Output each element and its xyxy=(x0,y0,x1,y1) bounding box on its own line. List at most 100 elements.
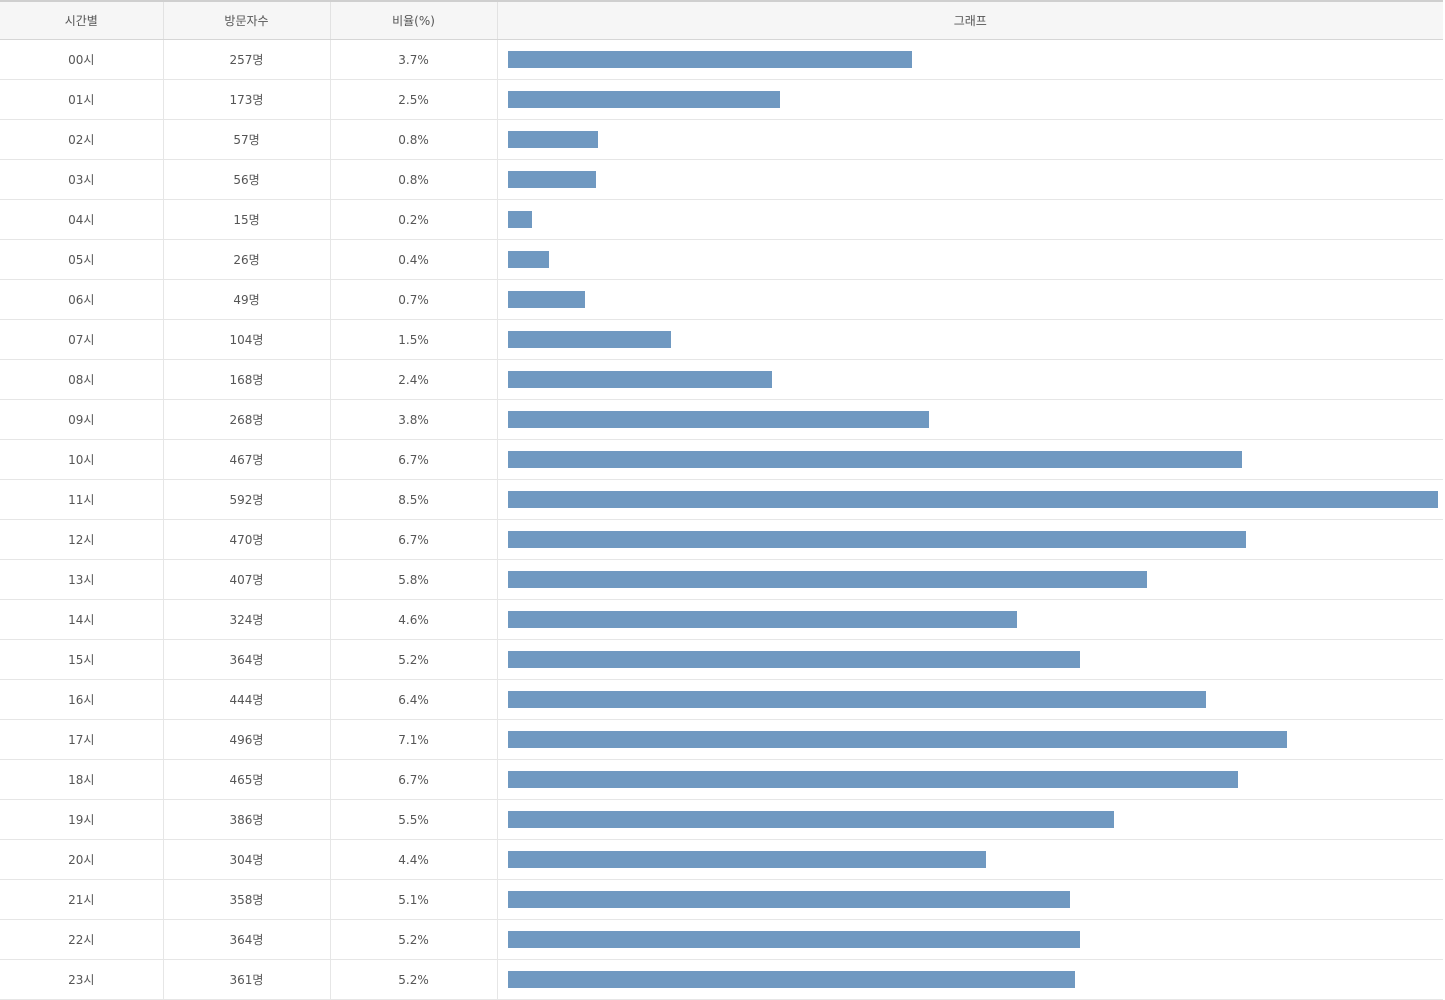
time-cell: 17시 xyxy=(0,719,164,760)
ratio-cell: 3.8% xyxy=(330,399,498,440)
table-row: 20시 304명 4.4% xyxy=(0,839,1444,880)
time-cell: 21시 xyxy=(0,879,164,920)
visitors-cell: 364명 xyxy=(163,919,331,960)
visitor-bar xyxy=(507,891,1070,908)
ratio-cell: 6.7% xyxy=(330,439,498,480)
ratio-cell: 2.4% xyxy=(330,359,498,400)
time-cell: 11시 xyxy=(0,479,164,520)
visitor-bar xyxy=(507,91,780,108)
table-row: 00시 257명 3.7% xyxy=(0,39,1444,80)
bar-track xyxy=(498,200,1444,239)
ratio-cell: 0.2% xyxy=(330,199,498,240)
header-time: 시간별 xyxy=(0,1,164,40)
bar-track xyxy=(498,920,1444,959)
bar-track xyxy=(498,680,1444,719)
visitor-bar xyxy=(507,851,986,868)
ratio-cell: 1.5% xyxy=(330,319,498,360)
visitor-bar xyxy=(507,131,598,148)
graph-cell xyxy=(497,239,1443,280)
time-cell: 05시 xyxy=(0,239,164,280)
graph-cell xyxy=(497,839,1444,880)
bar-track xyxy=(498,560,1444,599)
graph-cell xyxy=(497,439,1443,480)
visitors-cell: 268명 xyxy=(163,399,331,440)
visitors-cell: 49명 xyxy=(163,279,331,320)
table-row: 09시 268명 3.8% xyxy=(0,399,1444,440)
ratio-cell: 2.5% xyxy=(330,79,498,120)
time-cell: 07시 xyxy=(0,319,164,360)
visitors-cell: 56명 xyxy=(163,159,331,200)
table-header-row: 시간별 방문자수 비율(%) 그래프 xyxy=(0,1,1443,40)
table-row: 07시 104명 1.5% xyxy=(0,319,1444,360)
visitors-cell: 361명 xyxy=(163,959,331,1000)
visitors-cell: 304명 xyxy=(163,839,331,880)
bar-track xyxy=(498,360,1444,399)
visitor-bar xyxy=(507,171,596,188)
time-cell: 09시 xyxy=(0,399,164,440)
table-row: 03시 56명 0.8% xyxy=(0,159,1444,200)
table-row: 17시 496명 7.1% xyxy=(0,719,1444,760)
time-cell: 01시 xyxy=(0,79,164,120)
graph-cell xyxy=(497,39,1444,80)
table-row: 15시 364명 5.2% xyxy=(0,639,1444,680)
graph-cell xyxy=(497,719,1444,760)
time-cell: 03시 xyxy=(0,159,164,200)
visitors-cell: 407명 xyxy=(163,559,331,600)
visitors-cell: 386명 xyxy=(163,799,331,840)
bar-track xyxy=(498,400,1444,439)
graph-cell xyxy=(497,479,1443,520)
visitor-bar xyxy=(507,371,772,388)
visitor-bar xyxy=(507,211,532,228)
bar-track xyxy=(498,160,1444,199)
graph-cell xyxy=(497,879,1443,920)
visitors-cell: 324명 xyxy=(163,599,331,640)
visitor-bar xyxy=(507,411,929,428)
bar-track xyxy=(498,640,1444,679)
visitor-bar xyxy=(507,51,912,68)
graph-cell xyxy=(497,519,1444,560)
ratio-cell: 5.2% xyxy=(330,959,498,1000)
bar-track xyxy=(498,760,1444,799)
table-row: 11시 592명 8.5% xyxy=(0,479,1443,520)
graph-cell xyxy=(497,679,1444,720)
visitor-bar xyxy=(507,971,1075,988)
visitors-cell: 465명 xyxy=(163,759,331,800)
bar-track xyxy=(498,320,1444,359)
ratio-cell: 6.4% xyxy=(330,679,498,720)
visitors-cell: 257명 xyxy=(163,39,331,80)
ratio-cell: 5.1% xyxy=(330,879,498,920)
visitors-cell: 358명 xyxy=(163,879,331,920)
table-row: 13시 407명 5.8% xyxy=(0,559,1444,600)
bar-track xyxy=(498,720,1444,759)
time-cell: 00시 xyxy=(0,39,164,80)
bar-track xyxy=(498,40,1444,79)
visitor-bar xyxy=(507,651,1080,668)
table-row: 04시 15명 0.2% xyxy=(0,199,1444,240)
header-visitors: 방문자수 xyxy=(163,1,331,40)
graph-cell xyxy=(497,279,1444,320)
time-cell: 04시 xyxy=(0,199,164,240)
time-cell: 13시 xyxy=(0,559,164,600)
table-row: 19시 386명 5.5% xyxy=(0,799,1443,840)
graph-cell xyxy=(497,799,1443,840)
ratio-cell: 5.2% xyxy=(330,919,498,960)
graph-cell xyxy=(497,559,1444,600)
bar-track xyxy=(498,120,1444,159)
visitors-cell: 444명 xyxy=(163,679,331,720)
table-row: 12시 470명 6.7% xyxy=(0,519,1444,560)
visitors-cell: 470명 xyxy=(163,519,331,560)
visitors-cell: 168명 xyxy=(163,359,331,400)
table-row: 10시 467명 6.7% xyxy=(0,439,1443,480)
ratio-cell: 0.4% xyxy=(330,239,498,280)
visitor-bar xyxy=(507,571,1147,588)
graph-cell xyxy=(497,399,1444,440)
time-cell: 12시 xyxy=(0,519,164,560)
ratio-cell: 5.5% xyxy=(330,799,498,840)
ratio-cell: 5.8% xyxy=(330,559,498,600)
bar-track xyxy=(498,840,1444,879)
bar-track xyxy=(498,280,1444,319)
time-cell: 16시 xyxy=(0,679,164,720)
visitor-bar xyxy=(507,531,1246,548)
bar-track xyxy=(498,520,1444,559)
graph-cell xyxy=(497,359,1444,400)
